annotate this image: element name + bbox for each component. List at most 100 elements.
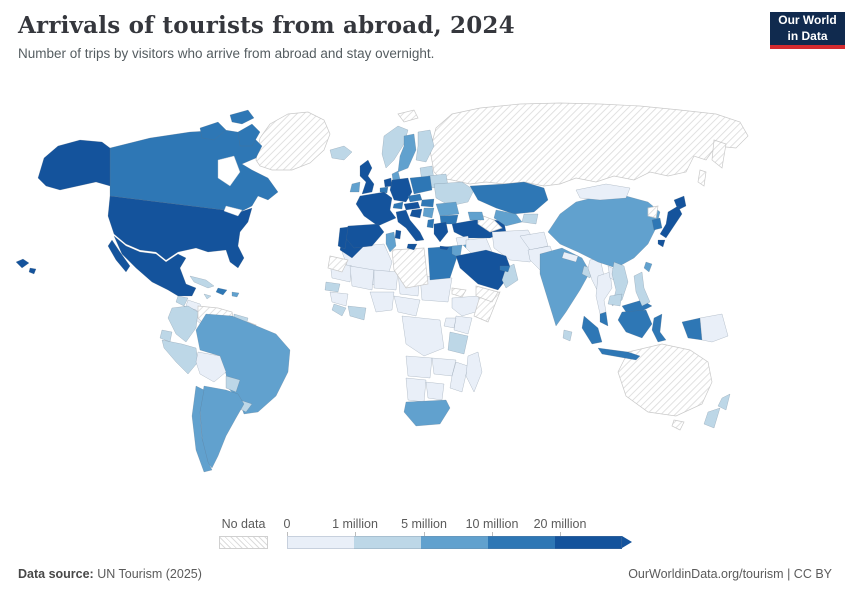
country-france[interactable]: [355, 191, 397, 227]
license-link[interactable]: CC BY: [793, 567, 832, 581]
country-canada-victoria[interactable]: [199, 121, 227, 141]
country-svalbard[interactable]: [397, 109, 419, 123]
country-kazakhstan[interactable]: [469, 181, 549, 215]
country-new-zealand[interactable]: [703, 393, 731, 429]
country-tunisia[interactable]: [385, 231, 397, 253]
country-north-korea[interactable]: [647, 205, 659, 219]
country-uzbekistan[interactable]: [493, 209, 523, 227]
owid-link[interactable]: OurWorldinData.org/tourism: [628, 567, 784, 581]
owid-logo[interactable]: Our World in Data: [770, 12, 845, 49]
country-sweden[interactable]: [397, 133, 417, 173]
country-mali[interactable]: [349, 265, 375, 291]
no-data-swatch[interactable]: [219, 536, 268, 549]
country-sri-lanka[interactable]: [562, 329, 573, 342]
country-drc[interactable]: [401, 315, 445, 357]
country-australia[interactable]: [617, 343, 713, 431]
country-south-africa[interactable]: [403, 399, 451, 427]
country-eritrea[interactable]: [451, 287, 467, 298]
country-namibia[interactable]: [405, 377, 427, 403]
country-madagascar[interactable]: [465, 351, 483, 393]
country-cameroon[interactable]: [393, 295, 421, 317]
country-senegal[interactable]: [324, 281, 341, 293]
legend-seg-0-1m[interactable]: [287, 536, 354, 549]
country-uae[interactable]: [499, 265, 511, 273]
country-hungary[interactable]: [420, 198, 435, 208]
country-switzerland[interactable]: [392, 201, 404, 210]
country-paraguay[interactable]: [225, 375, 241, 393]
country-yemen[interactable]: [475, 285, 499, 303]
legend-seg-1-5m[interactable]: [354, 536, 421, 549]
country-italy[interactable]: [394, 209, 425, 251]
country-dominican-republic[interactable]: [215, 287, 228, 296]
country-argentina[interactable]: [199, 385, 245, 469]
country-jamaica[interactable]: [203, 293, 212, 300]
country-finland[interactable]: [415, 129, 435, 163]
country-belgium[interactable]: [379, 186, 389, 194]
country-western-sahara[interactable]: [327, 255, 349, 273]
country-greenland[interactable]: [255, 111, 331, 171]
country-libya[interactable]: [391, 247, 429, 289]
country-iceland[interactable]: [329, 145, 353, 161]
country-kyrgyzstan[interactable]: [521, 213, 539, 225]
legend-seg-5-10m[interactable]: [421, 536, 488, 549]
country-colombia[interactable]: [167, 305, 199, 343]
country-philippines[interactable]: [633, 271, 651, 307]
country-croatia[interactable]: [409, 208, 423, 219]
country-mozambique[interactable]: [449, 361, 469, 393]
country-united-kingdom[interactable]: [359, 159, 375, 195]
country-india[interactable]: [539, 247, 591, 327]
country-guinea[interactable]: [329, 291, 349, 307]
country-mongolia[interactable]: [575, 183, 631, 201]
country-cuba[interactable]: [189, 275, 215, 289]
country-austria[interactable]: [403, 201, 421, 211]
country-sierra-leone[interactable]: [331, 303, 347, 317]
country-papua-new-guinea[interactable]: [699, 313, 729, 343]
country-turkmenistan[interactable]: [477, 213, 503, 233]
country-canada-baffin[interactable]: [237, 123, 261, 147]
legend-seg-10-20m[interactable]: [488, 536, 555, 549]
country-afghanistan[interactable]: [519, 231, 549, 251]
country-ghana[interactable]: [347, 305, 367, 321]
country-japan[interactable]: [657, 195, 687, 248]
country-thailand[interactable]: [595, 271, 613, 315]
country-romania[interactable]: [435, 201, 460, 217]
country-indonesia[interactable]: [581, 309, 703, 361]
country-canada-ellesmere[interactable]: [229, 109, 255, 125]
country-poland[interactable]: [409, 175, 433, 195]
country-mexico[interactable]: [107, 235, 197, 297]
country-taiwan[interactable]: [643, 261, 653, 273]
country-portugal[interactable]: [337, 226, 349, 250]
country-guatemala[interactable]: [175, 295, 189, 307]
country-caucasus[interactable]: [467, 211, 485, 221]
country-peru[interactable]: [161, 339, 199, 375]
country-chile[interactable]: [191, 385, 213, 473]
legend-no-data[interactable]: No data: [219, 517, 268, 549]
country-norway[interactable]: [381, 125, 409, 169]
country-bolivia[interactable]: [195, 351, 227, 383]
country-united-states[interactable]: [15, 139, 253, 275]
country-nigeria[interactable]: [369, 291, 395, 313]
country-nepal[interactable]: [561, 251, 579, 263]
legend-seg-20m-plus[interactable]: [555, 536, 622, 549]
country-botswana[interactable]: [425, 381, 445, 401]
legend-bar[interactable]: [287, 536, 622, 549]
country-ukraine[interactable]: [433, 181, 475, 207]
country-angola[interactable]: [405, 355, 433, 379]
country-russia[interactable]: [429, 102, 749, 187]
country-ireland[interactable]: [349, 181, 361, 193]
country-kenya[interactable]: [453, 315, 473, 335]
country-puerto-rico[interactable]: [231, 291, 240, 298]
country-ethiopia[interactable]: [451, 295, 483, 317]
country-egypt[interactable]: [427, 245, 459, 281]
country-serbia[interactable]: [422, 207, 435, 219]
country-albania[interactable]: [426, 218, 435, 229]
country-zambia[interactable]: [431, 357, 457, 377]
country-netherlands[interactable]: [383, 177, 393, 188]
country-uganda[interactable]: [443, 317, 457, 329]
country-greece[interactable]: [433, 221, 450, 251]
country-niger[interactable]: [373, 269, 399, 291]
country-cambodia[interactable]: [607, 293, 623, 307]
country-ecuador[interactable]: [159, 329, 173, 343]
country-tanzania[interactable]: [447, 331, 469, 355]
country-brazil[interactable]: [195, 313, 291, 415]
